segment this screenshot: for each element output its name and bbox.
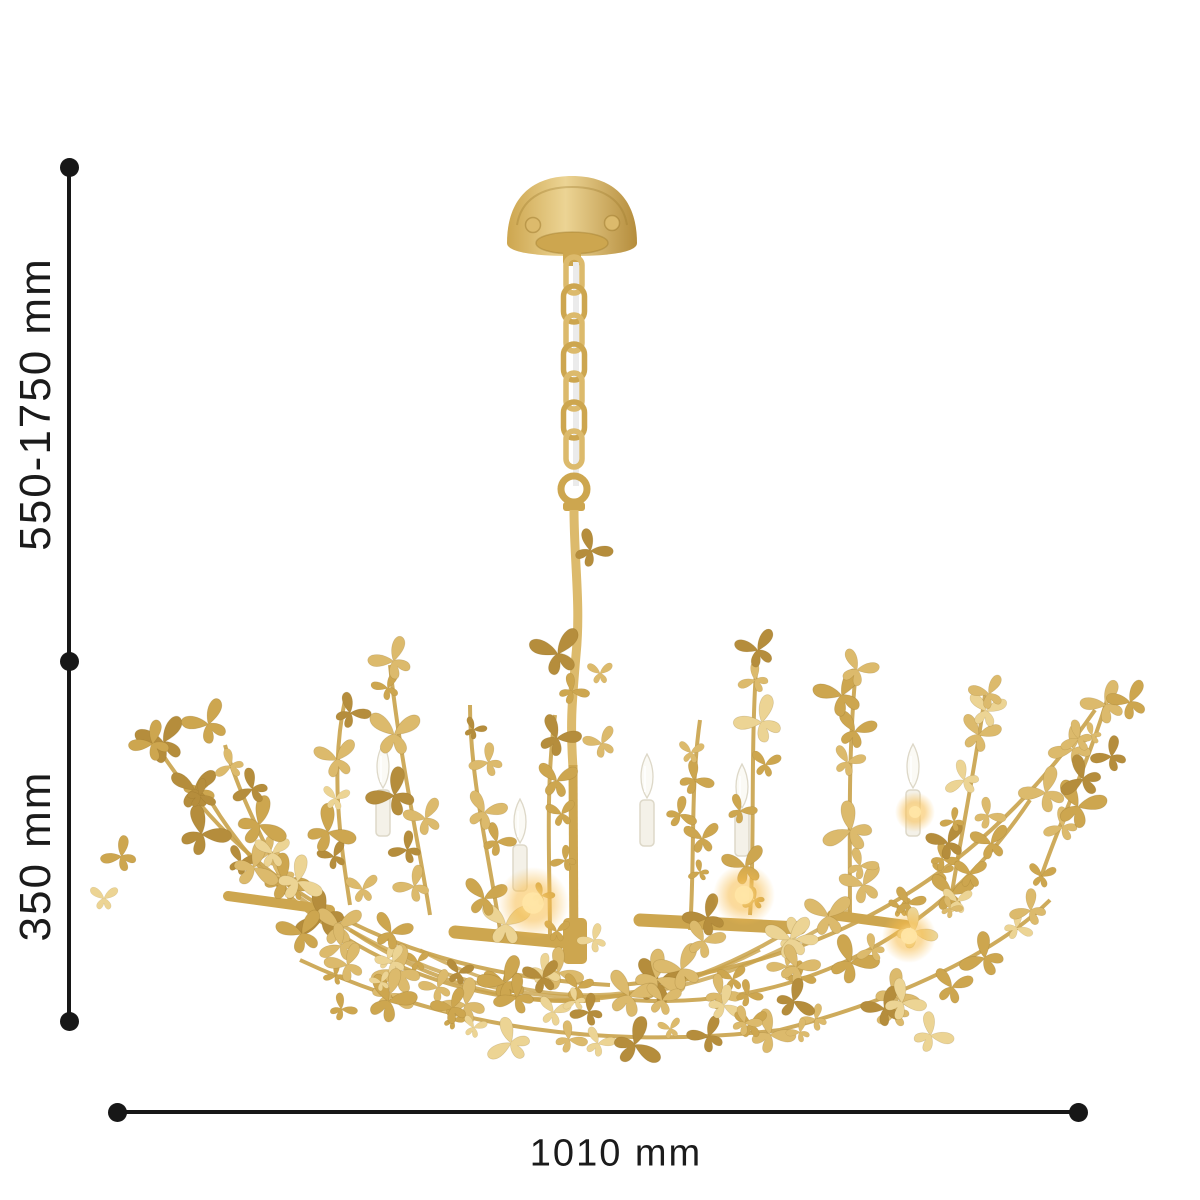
vertical-dimension-line (67, 167, 71, 1022)
body-height-label: 350 mm (11, 770, 60, 942)
dimension-endpoint-dot (108, 1103, 127, 1122)
dimension-endpoint-dot (60, 158, 79, 177)
dimension-midpoint-dot (60, 652, 79, 671)
width-label: 1010 mm (529, 1132, 703, 1175)
dimension-endpoint-dot (1069, 1103, 1088, 1122)
dimension-endpoint-dot (60, 1012, 79, 1031)
horizontal-dimension-line (117, 1110, 1079, 1114)
suspension-height-label: 550-1750 mm (11, 257, 60, 551)
